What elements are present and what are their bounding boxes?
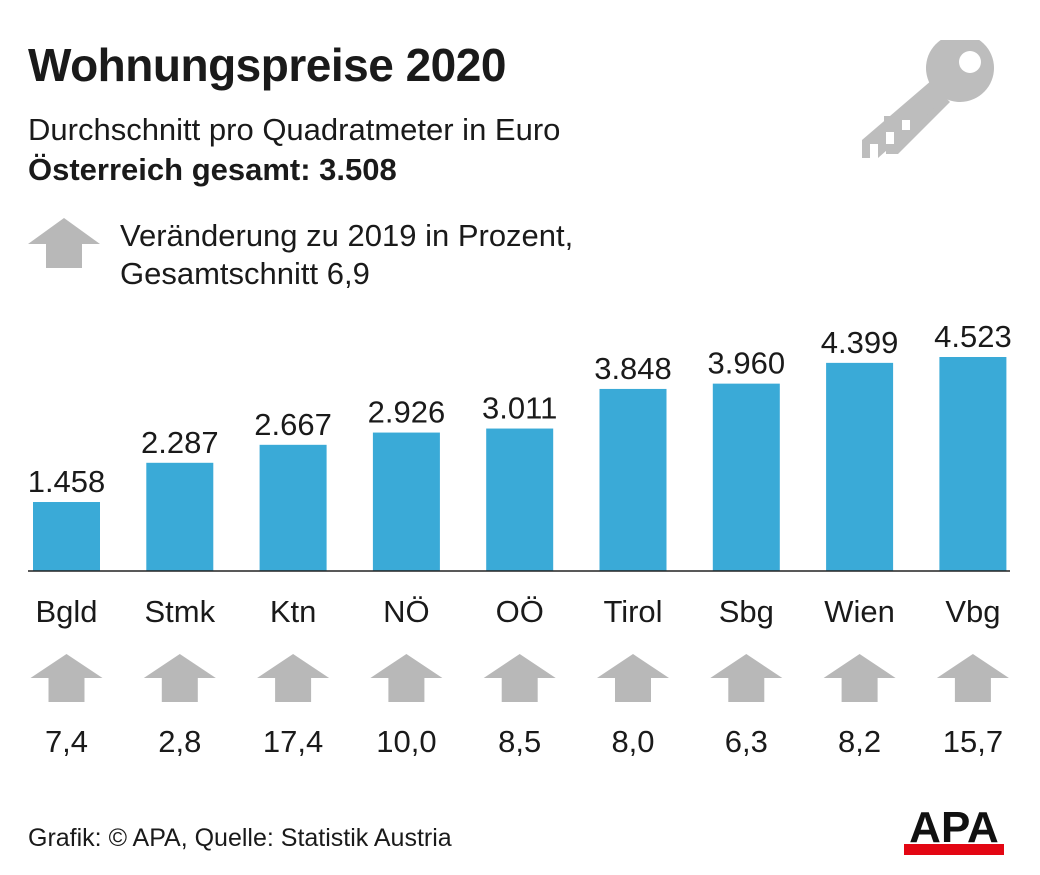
up-arrow-icon-3 [370, 654, 443, 702]
bar-1 [146, 462, 214, 571]
bars-layer [33, 357, 1007, 571]
category-label-7: Wien [824, 594, 895, 629]
value-label-1: 2.287 [141, 425, 219, 460]
up-arrow-icon-0 [30, 654, 103, 702]
apa-logo: APA [904, 804, 1004, 855]
up-arrow-icon [28, 218, 100, 268]
source-credit: Grafik: © APA, Quelle: Statistik Austria [28, 824, 452, 852]
up-arrow-icon-1 [143, 654, 216, 702]
change-label-2: 17,4 [263, 724, 323, 759]
value-label-2: 2.667 [254, 407, 332, 442]
change-label-4: 8,5 [498, 724, 541, 759]
legend-text-line2: Gesamtschnitt 6,9 [120, 256, 370, 291]
value-label-5: 3.848 [594, 351, 672, 386]
up-arrow-icon-4 [483, 654, 556, 702]
change-label-1: 2,8 [158, 724, 201, 759]
value-label-0: 1.458 [28, 464, 106, 499]
bar-5 [599, 388, 667, 571]
category-label-3: NÖ [383, 594, 430, 629]
labels-layer: 1.458 Bgld 7,4 2.287 Stmk 2,8 2.667 Ktn 17,4 2.92… [28, 319, 1012, 759]
change-label-6: 6,3 [725, 724, 768, 759]
change-label-0: 7,4 [45, 724, 88, 759]
chart-subtitle: Durchschnitt pro Quadratmeter in Euro [28, 112, 561, 147]
category-label-5: Tirol [603, 594, 662, 629]
page-title: Wohnungspreise 2020 [28, 39, 506, 91]
bar-6 [712, 383, 780, 571]
category-label-1: Stmk [144, 594, 215, 629]
category-label-2: Ktn [270, 594, 317, 629]
value-label-8: 4.523 [934, 319, 1012, 354]
total-average: Österreich gesamt: 3.508 [28, 152, 397, 187]
category-label-4: OÖ [496, 594, 544, 629]
key-icon [862, 40, 994, 158]
up-arrow-icon-5 [597, 654, 669, 702]
value-label-7: 4.399 [821, 325, 899, 360]
category-label-8: Vbg [945, 594, 1000, 629]
bar-3 [372, 432, 440, 571]
change-label-3: 10,0 [376, 724, 436, 759]
bar-2 [259, 444, 327, 571]
bar-0 [33, 502, 100, 571]
legend-text-line1: Veränderung zu 2019 in Prozent, [120, 218, 574, 253]
category-label-0: Bgld [35, 594, 97, 629]
change-label-8: 15,7 [943, 724, 1003, 759]
change-label-7: 8,2 [838, 724, 881, 759]
up-arrow-icon-2 [257, 654, 330, 702]
value-label-6: 3.960 [708, 346, 786, 381]
bar-8 [939, 357, 1007, 571]
bar-7 [826, 362, 894, 571]
up-arrow-icon-6 [710, 654, 783, 702]
category-label-6: Sbg [719, 594, 774, 629]
value-label-4: 3.011 [482, 391, 557, 426]
up-arrow-icon-7 [823, 654, 896, 702]
value-label-3: 2.926 [368, 395, 446, 430]
bar-4 [486, 428, 554, 571]
up-arrow-icon-8 [936, 654, 1009, 702]
change-label-5: 8,0 [611, 724, 654, 759]
